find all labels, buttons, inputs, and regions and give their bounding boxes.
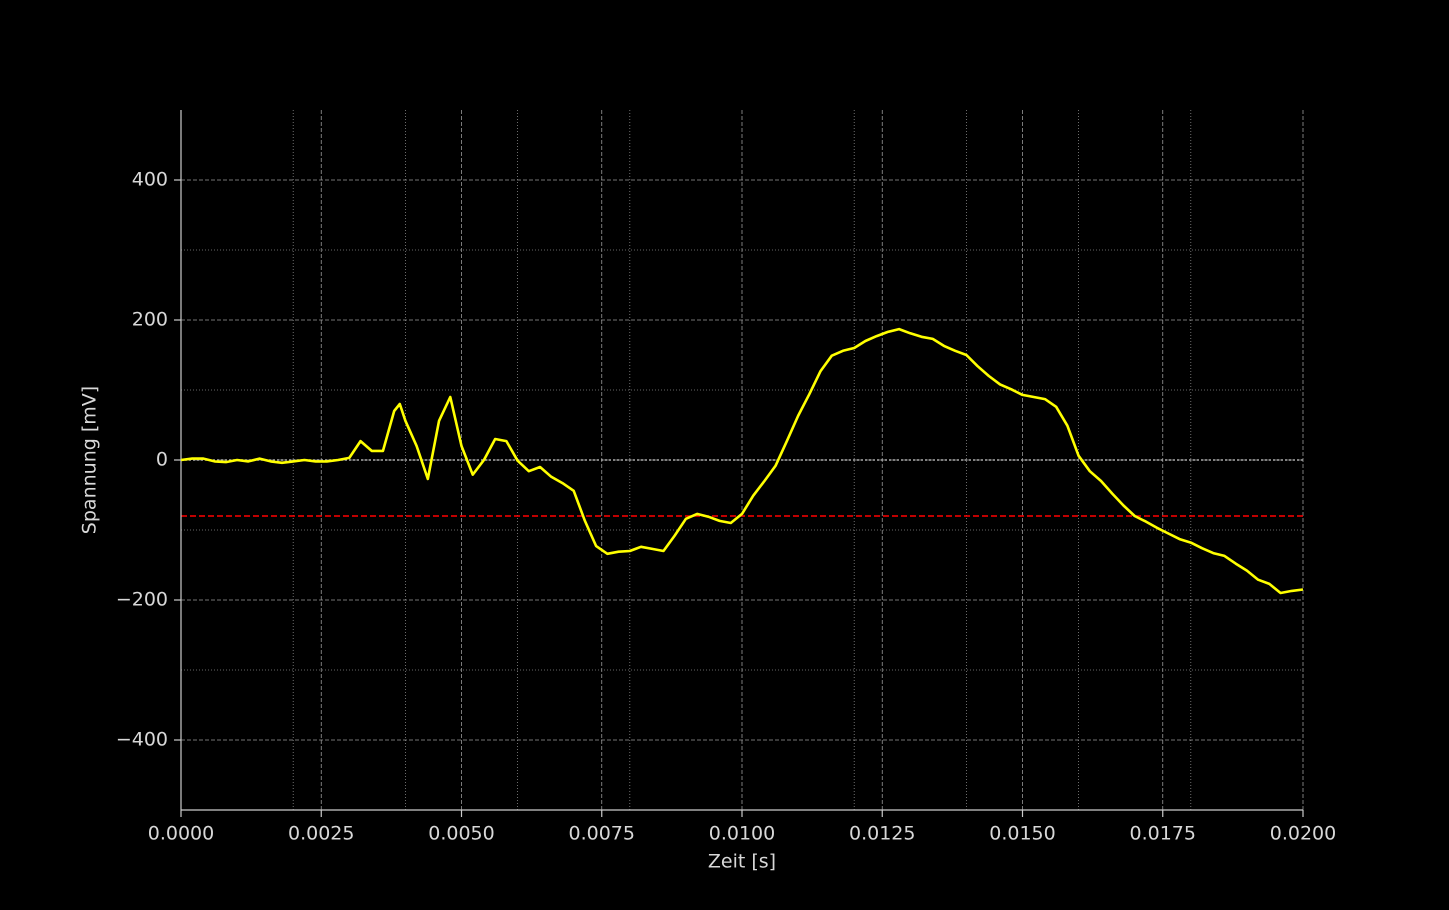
y-tick-label: 200 xyxy=(132,309,168,331)
x-axis-label: Zeit [s] xyxy=(708,851,776,873)
y-tick-label: −400 xyxy=(116,729,168,751)
y-tick-label: 0 xyxy=(156,449,168,471)
x-tick-label: 0.0000 xyxy=(148,823,214,845)
x-tick-label: 0.0075 xyxy=(569,823,635,845)
x-tick-label: 0.0175 xyxy=(1130,823,1196,845)
x-tick-label: 0.0200 xyxy=(1270,823,1336,845)
y-tick-label: 400 xyxy=(132,169,168,191)
data-line xyxy=(180,327,1304,595)
x-tick-label: 0.0050 xyxy=(428,823,494,845)
x-tick-label: 0.0100 xyxy=(709,823,775,845)
x-tick-label: 0.0125 xyxy=(849,823,915,845)
x-tick-label: 0.0025 xyxy=(288,823,354,845)
y-tick-label: −200 xyxy=(116,589,168,611)
x-tick-label: 0.0150 xyxy=(989,823,1055,845)
y-axis-label: Spannung [mV] xyxy=(79,386,101,534)
